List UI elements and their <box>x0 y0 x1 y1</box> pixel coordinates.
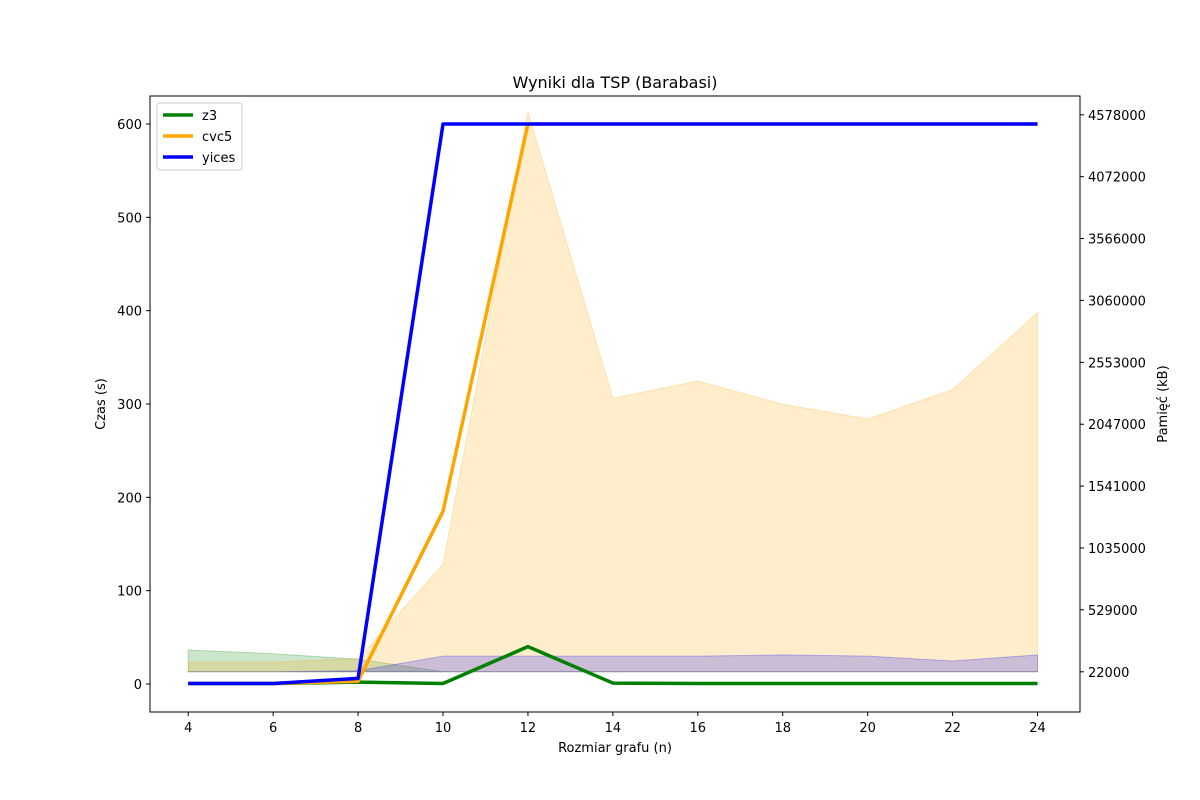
y-right-tick-label: 3566000 <box>1088 233 1146 248</box>
x-tick-label: 10 <box>435 721 452 736</box>
chart-title: Wyniki dla TSP (Barabasi) <box>513 73 718 92</box>
x-tick-label: 24 <box>1029 721 1046 736</box>
x-tick-label: 16 <box>690 721 707 736</box>
x-axis: 4 6 8 10 12 14 16 18 20 22 24 <box>184 712 1046 736</box>
x-tick-label: 20 <box>859 721 876 736</box>
y-right-tick-label: 2047000 <box>1088 418 1146 433</box>
legend-label-yices: yices <box>202 151 235 166</box>
x-tick-label: 6 <box>269 721 277 736</box>
y-axis-right-label: Pamięć (kB) <box>1156 365 1171 442</box>
memory-area-z3 <box>187 649 1038 673</box>
y-right-tick-label: 1035000 <box>1088 542 1146 557</box>
y-tick-label: 600 <box>117 118 142 133</box>
y-tick-label: 0 <box>134 678 142 693</box>
y-axis-label: Czas (s) <box>94 378 109 430</box>
y-right-tick-label: 4072000 <box>1088 171 1146 186</box>
memory-area-cvc5 <box>187 111 1039 673</box>
y-tick-label: 400 <box>117 305 142 320</box>
x-tick-label: 8 <box>354 721 362 736</box>
time-lines <box>188 122 1038 686</box>
time-line-yices <box>188 122 1038 686</box>
legend-label-z3: z3 <box>202 109 217 124</box>
y-right-tick-label: 4578000 <box>1088 109 1146 124</box>
y-right-tick-label: 2553000 <box>1088 356 1146 371</box>
y-right-tick-label: 529000 <box>1088 604 1138 619</box>
x-tick-label: 12 <box>520 721 537 736</box>
y-tick-label: 200 <box>117 491 142 506</box>
x-tick-label: 4 <box>184 721 192 736</box>
y-tick-label: 500 <box>117 211 142 226</box>
y-axis-left: 0 100 200 300 400 500 600 <box>117 118 150 693</box>
legend-label-cvc5: cvc5 <box>202 130 232 145</box>
x-tick-label: 14 <box>605 721 622 736</box>
legend-box <box>156 102 243 171</box>
y-tick-label: 300 <box>117 398 142 413</box>
legend: z3 cvc5 yices <box>156 102 243 171</box>
y-right-tick-label: 3060000 <box>1088 294 1146 309</box>
y-right-tick-label: 1541000 <box>1088 480 1146 495</box>
y-axis-right: 22000 529000 1035000 1541000 2047000 2553000 3… <box>1080 109 1146 681</box>
x-tick-label: 22 <box>944 721 961 736</box>
y-right-tick-label: 22000 <box>1088 666 1129 681</box>
y-tick-label: 100 <box>117 585 142 600</box>
x-tick-label: 18 <box>774 721 791 736</box>
memory-areas <box>187 111 1039 673</box>
x-axis-label: Rozmiar grafu (n) <box>558 741 672 756</box>
